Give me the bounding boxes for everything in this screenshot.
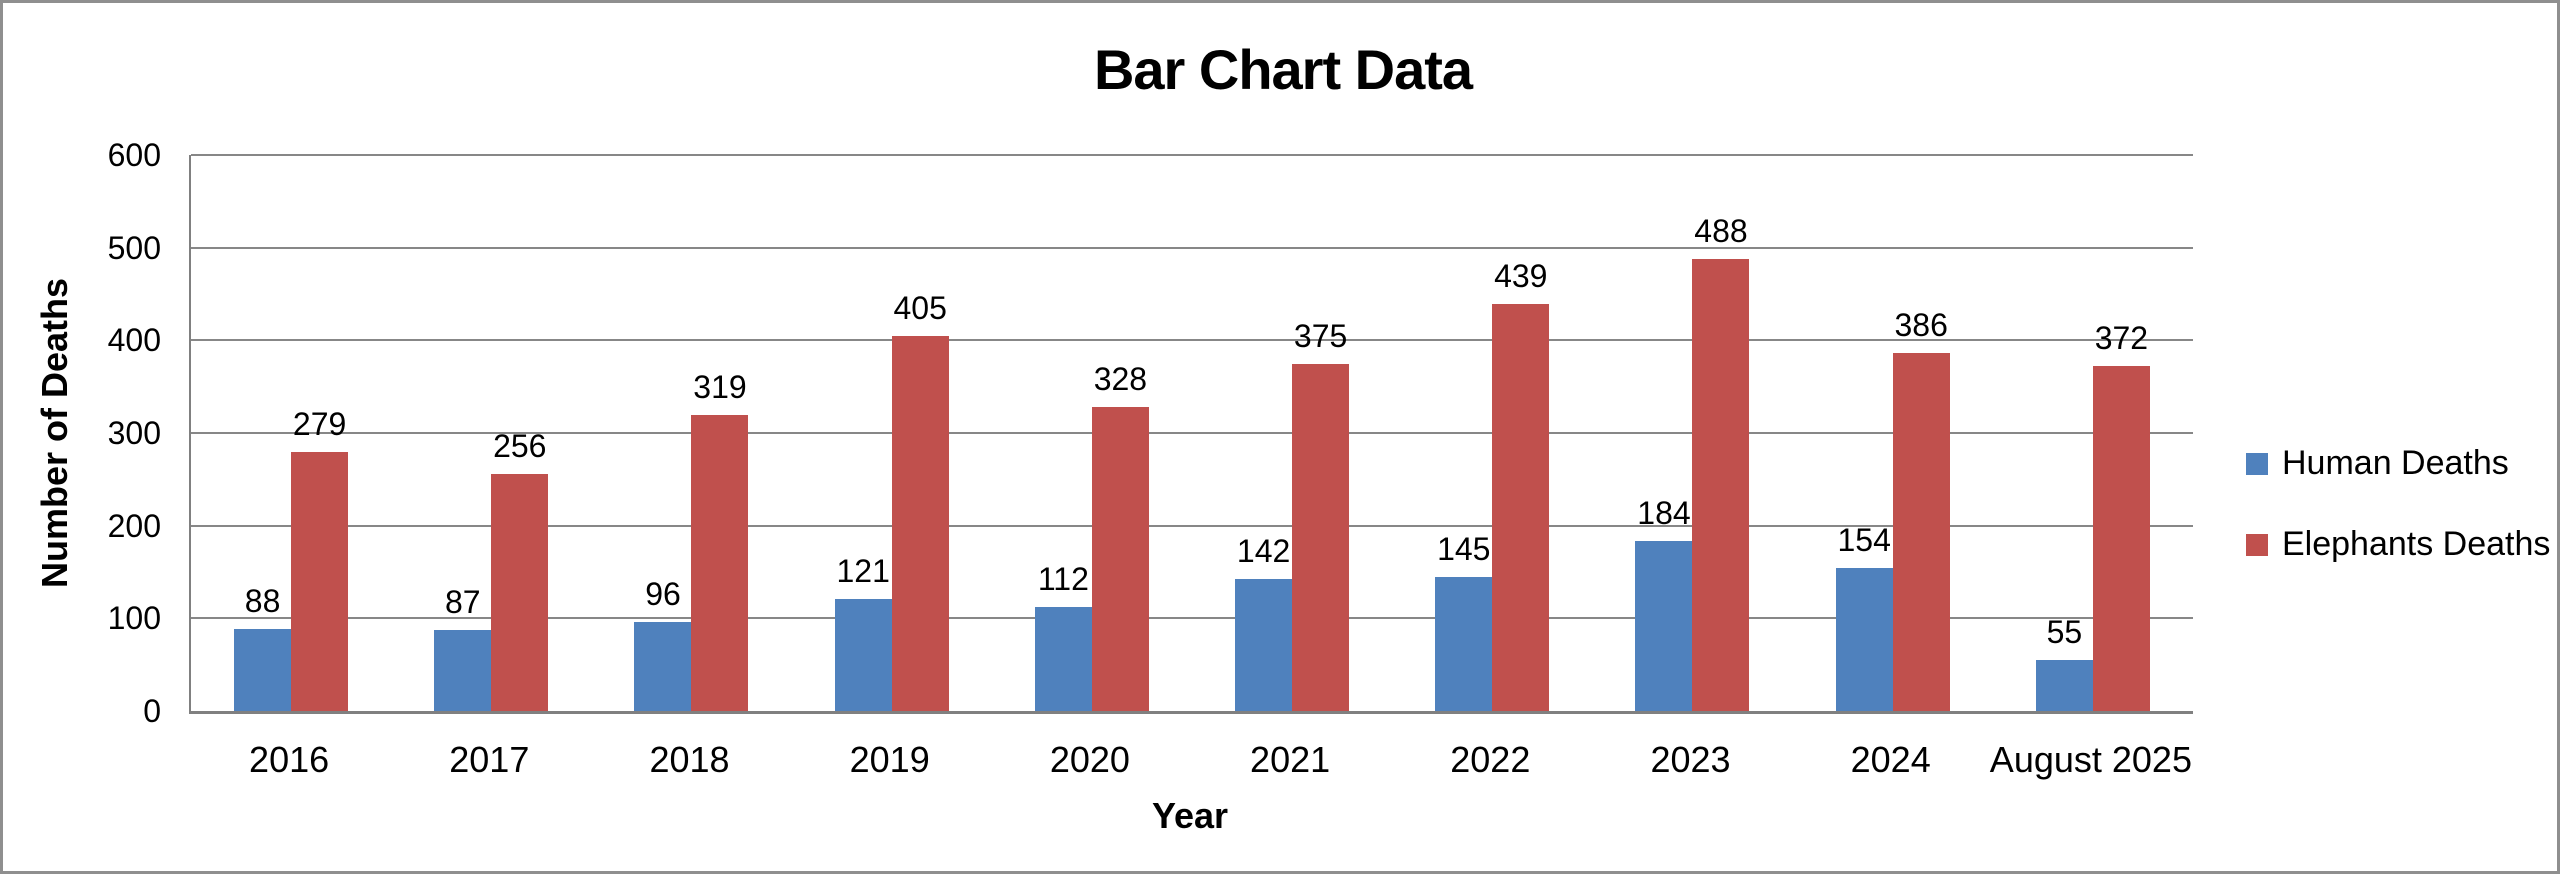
bar-human-deaths-august-2025: [2035, 660, 2093, 711]
category-slot-2016: 88 279: [191, 155, 391, 711]
plot-area: 88 279 87 256 96 319 121 405 112 328 142 375 145 439 1…: [189, 154, 2193, 714]
y-tick-label: 500: [107, 229, 161, 266]
x-tick-label: 2022: [1450, 739, 1531, 780]
bar-elephants-deaths-2021: [1292, 363, 1350, 711]
x-tick-label: 2024: [1850, 739, 1931, 780]
legend-label: Elephants Deaths: [2282, 525, 2551, 563]
bar-value-label: 145: [1437, 530, 1491, 567]
bar-human-deaths-2024: [1835, 568, 1893, 711]
bar-elephants-deaths-2016: [291, 452, 349, 711]
gridline-300: [191, 432, 2193, 434]
bar-value-label: 55: [2046, 614, 2083, 651]
bar-value-label: 386: [1894, 307, 1948, 344]
bar-human-deaths-2017: [434, 630, 492, 711]
bar-elephants-deaths-2019: [891, 335, 949, 711]
bar-elephants-deaths-2023: [1692, 258, 1750, 711]
category-slot-2018: 96 319: [591, 155, 791, 711]
category-slot-2017: 87 256: [391, 155, 591, 711]
bar-elephants-deaths-2020: [1091, 407, 1149, 711]
bar-human-deaths-2021: [1235, 579, 1293, 711]
legend-swatch-icon: [2246, 533, 2268, 556]
bar-human-deaths-2019: [834, 598, 892, 711]
category-slot-2021: 142 375: [1192, 155, 1392, 711]
bar-value-label: 372: [2094, 320, 2149, 357]
category-slot-2024: 154 386: [1793, 155, 1993, 711]
x-tick-label: 2020: [1049, 739, 1130, 780]
x-tick-label: 2017: [449, 739, 530, 780]
legend-item-elephants-deaths: Elephants Deaths: [2246, 525, 2550, 564]
y-tick-label: 400: [107, 322, 161, 359]
y-tick-label: 200: [107, 507, 161, 544]
category-slot-August 2025: 55 372: [1993, 155, 2193, 711]
legend-item-human-deaths: Human Deaths: [2246, 444, 2550, 483]
bar-value-label: 256: [493, 427, 547, 464]
y-tick-label: 0: [143, 693, 161, 729]
chart-title: Bar Chart Data: [1093, 38, 1473, 101]
x-tick-label: August 2025: [1989, 739, 2192, 780]
bar-value-label: 405: [893, 289, 947, 326]
legend-swatch-icon: [2246, 452, 2268, 475]
x-axis-title: Year: [1151, 795, 1229, 836]
x-tick-label: 2023: [1650, 739, 1731, 780]
gridline-200: [191, 524, 2193, 527]
gridline-600: [191, 154, 2193, 156]
bar-value-label: 184: [1637, 494, 1691, 531]
bar-value-label: 112: [1037, 561, 1089, 598]
bar-value-label: 121: [836, 552, 890, 589]
bar-human-deaths-2018: [634, 622, 692, 711]
bar-value-label: 279: [292, 406, 347, 443]
bar-human-deaths-2022: [1435, 576, 1493, 711]
bar-elephants-deaths-2018: [691, 415, 749, 711]
gridline-400: [191, 339, 2193, 342]
bar-value-label: 319: [693, 369, 747, 406]
x-tick-label: 2019: [849, 739, 930, 780]
category-slot-2020: 112 328: [992, 155, 1192, 711]
bar-value-label: 142: [1236, 533, 1291, 570]
gridline-500: [191, 246, 2193, 249]
category-slot-2023: 184 488: [1592, 155, 1792, 711]
bar-human-deaths-2023: [1635, 540, 1693, 711]
y-tick-label: 100: [107, 600, 161, 637]
bar-value-label: 88: [244, 583, 281, 620]
x-tick-label: 2018: [649, 739, 730, 780]
category-slot-2019: 121 405: [792, 155, 992, 711]
bar-human-deaths-2020: [1034, 607, 1092, 711]
legend: Human Deaths Elephants Deaths: [2246, 444, 2550, 564]
bar-elephants-deaths-2022: [1492, 304, 1550, 711]
bar-elephants-deaths-2017: [491, 473, 549, 711]
bar-value-label: 87: [444, 584, 481, 621]
bar-value-label: 154: [1837, 522, 1891, 559]
bar-human-deaths-2016: [234, 629, 292, 711]
gridline-100: [191, 617, 2193, 620]
bar-elephants-deaths-august-2025: [2092, 366, 2150, 711]
bar-value-label: 328: [1093, 361, 1148, 398]
x-tick-label: 2016: [249, 739, 330, 780]
x-tick-label: 2021: [1250, 739, 1331, 780]
bar-value-label: 439: [1494, 258, 1548, 295]
legend-label: Human Deaths: [2282, 444, 2509, 482]
bar-value-label: 375: [1293, 317, 1348, 354]
y-tick-label: 600: [107, 137, 161, 173]
bar-value-label: 96: [645, 576, 681, 613]
bar-value-label: 488: [1694, 212, 1748, 249]
y-tick-label: 300: [107, 415, 161, 451]
category-slot-2022: 145 439: [1392, 155, 1592, 711]
bar-elephants-deaths-2024: [1892, 353, 1950, 711]
